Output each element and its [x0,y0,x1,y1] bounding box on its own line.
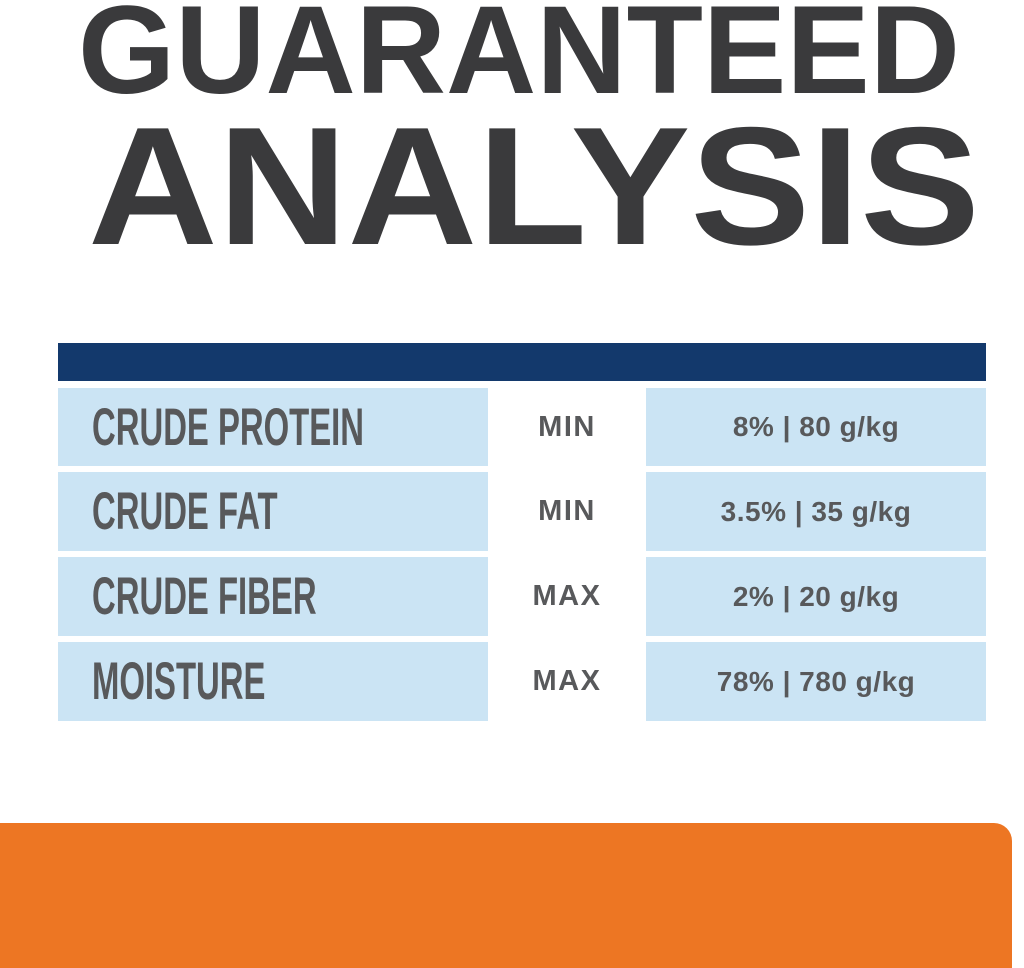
nutrient-cell: MOISTURE [58,642,488,721]
limit-cell: MAX [488,642,646,721]
limit-cell: MAX [488,557,646,636]
table-row: CRUDE FIBER MAX 2% | 20 g/kg [58,557,986,636]
table-row: MOISTURE MAX 78% | 780 g/kg [58,642,986,721]
title-line-2: ANALYSIS [88,92,980,280]
limit-cell: MIN [488,472,646,551]
nutrient-name: MOISTURE [92,652,266,711]
value-cell: 78% | 780 g/kg [646,642,986,721]
nutrient-cell: CRUDE FIBER [58,557,488,636]
nutrient-name: CRUDE PROTEIN [92,397,365,457]
value-cell: 3.5% | 35 g/kg [646,472,986,551]
nutrient-cell: CRUDE PROTEIN [58,388,488,466]
table-row: CRUDE PROTEIN MIN 8% | 80 g/kg [58,388,986,466]
nutrient-name: CRUDE FIBER [92,567,317,626]
orange-footer-bar [0,823,1012,968]
nutrient-cell: CRUDE FAT [58,472,488,551]
title-line-1: GUARANTEED [78,0,960,120]
nutrient-name: CRUDE FAT [92,482,278,541]
table-header-bar [58,343,986,381]
panel-title: GUARANTEED ANALYSIS [78,0,980,280]
value-cell: 8% | 80 g/kg [646,388,986,466]
limit-cell: MIN [488,388,646,466]
value-cell: 2% | 20 g/kg [646,557,986,636]
table-row: CRUDE FAT MIN 3.5% | 35 g/kg [58,472,986,551]
